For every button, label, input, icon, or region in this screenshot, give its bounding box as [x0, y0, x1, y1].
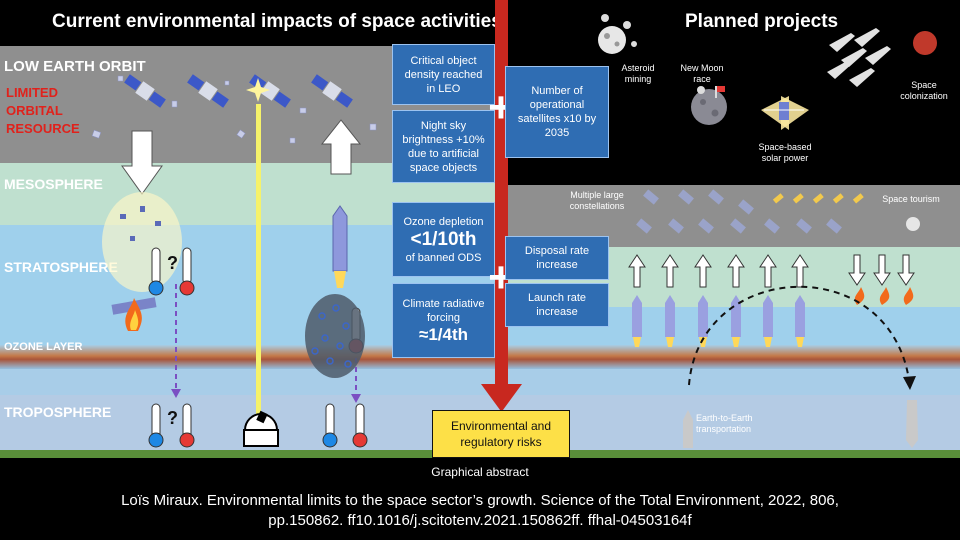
climate-forcing-box: Climate radiative forcing ≈1/4th	[392, 283, 495, 358]
colonization-caption: Space colonization	[900, 80, 948, 101]
climate-forcing-title: Climate radiative forcing	[402, 297, 485, 324]
trajectory-arc	[688, 285, 910, 386]
right-title: Planned projects	[685, 11, 839, 32]
risks-box: Environmental and regulatory risks	[432, 410, 570, 458]
launch-rate-box: Launch rate increase	[505, 283, 609, 327]
limited-word: LIMITED	[6, 85, 58, 100]
e2e-rocket-icon	[683, 400, 918, 448]
question-mark: ?	[167, 253, 178, 273]
citation-line-1: Loïs Miraux. Environmental limits to the…	[121, 492, 839, 509]
reentry-flames	[854, 287, 914, 305]
rocket-icon	[332, 205, 348, 288]
sparkle-icon	[246, 78, 270, 102]
light-beam	[256, 104, 261, 426]
tourism-capsule-icon	[906, 217, 920, 231]
down-arrow-icon	[121, 130, 163, 195]
graphical-abstract-caption: Graphical abstract	[431, 465, 529, 479]
solar-power-caption: Space-based solar power	[758, 142, 812, 163]
center-divider	[495, 0, 508, 388]
question-mark: ?	[167, 408, 178, 428]
ozone-depletion-value: <1/10th	[410, 228, 477, 250]
thermometer-icon	[148, 247, 195, 296]
constellation-satellites-icon	[636, 189, 842, 234]
stratosphere-label: STRATOSPHERE	[4, 259, 118, 275]
troposphere-label: TROPOSPHERE	[4, 404, 112, 420]
thermometer-icon	[148, 403, 195, 448]
ozone-depletion-box: Ozone depletion <1/10th of banned ODS	[392, 202, 495, 277]
satellite-icon	[124, 74, 353, 108]
mesosphere-label: MESOSPHERE	[4, 176, 103, 192]
moon-race-caption: New Moon race	[680, 63, 724, 84]
solar-power-icon	[761, 96, 809, 130]
launch-rockets	[632, 295, 805, 347]
ozone-depletion-title: Ozone depletion	[403, 215, 484, 228]
moon-icon	[691, 86, 727, 125]
critical-density-box: Critical object density reached in LEO	[392, 44, 495, 105]
left-title: Current environmental impacts of space a…	[52, 11, 502, 32]
orbital-word: ORBITAL	[6, 103, 63, 118]
left-illustrations	[91, 74, 377, 448]
resource-word: RESOURCE	[6, 121, 80, 136]
graphical-abstract: Current environmental impacts of space a…	[0, 0, 960, 458]
constellations-caption: Multiple large constellations	[569, 190, 625, 211]
emission-particles	[311, 304, 352, 368]
divider-arrowhead	[481, 384, 522, 412]
gold-satellites-icon	[772, 193, 864, 204]
climate-forcing-value: ≈1/4th	[418, 324, 468, 344]
ozone-layer-label: OZONE LAYER	[4, 341, 83, 353]
lower-stratosphere-band	[0, 369, 495, 395]
emission-cloud	[305, 294, 365, 378]
asteroid-icon	[598, 14, 637, 54]
right-illustrations	[598, 14, 937, 448]
asteroid-mining-caption: Asteroid mining	[621, 63, 655, 84]
rocket-fleet-icon	[827, 28, 891, 87]
burning-satellite-icon	[111, 297, 157, 331]
night-sky-box: Night sky brightness +10% due to artific…	[392, 110, 495, 183]
ozone-depletion-sub: of banned ODS	[405, 251, 482, 264]
tourism-caption: Space tourism	[882, 194, 940, 204]
reentry-debris	[120, 206, 161, 241]
debris-icon	[91, 75, 377, 144]
down-arrows	[848, 254, 915, 286]
observatory-icon	[243, 410, 279, 447]
mars-icon	[913, 31, 937, 55]
disposal-rate-box: Disposal rate increase	[505, 236, 609, 280]
right-strato-band-lower	[495, 369, 960, 395]
up-arrows	[628, 254, 809, 288]
satellites-box: Number of operational satellites x10 by …	[505, 66, 609, 158]
limited-resource-label: LIMITED ORBITAL RESOURCE	[6, 84, 80, 138]
citation-line-2: pp.150862. ff10.1016/j.scitotenv.2021.15…	[268, 512, 692, 529]
up-arrow-icon	[320, 119, 362, 175]
e2e-caption: Earth-to-Earth transportation	[696, 413, 753, 434]
leo-label: LOW EARTH ORBIT	[4, 58, 146, 75]
